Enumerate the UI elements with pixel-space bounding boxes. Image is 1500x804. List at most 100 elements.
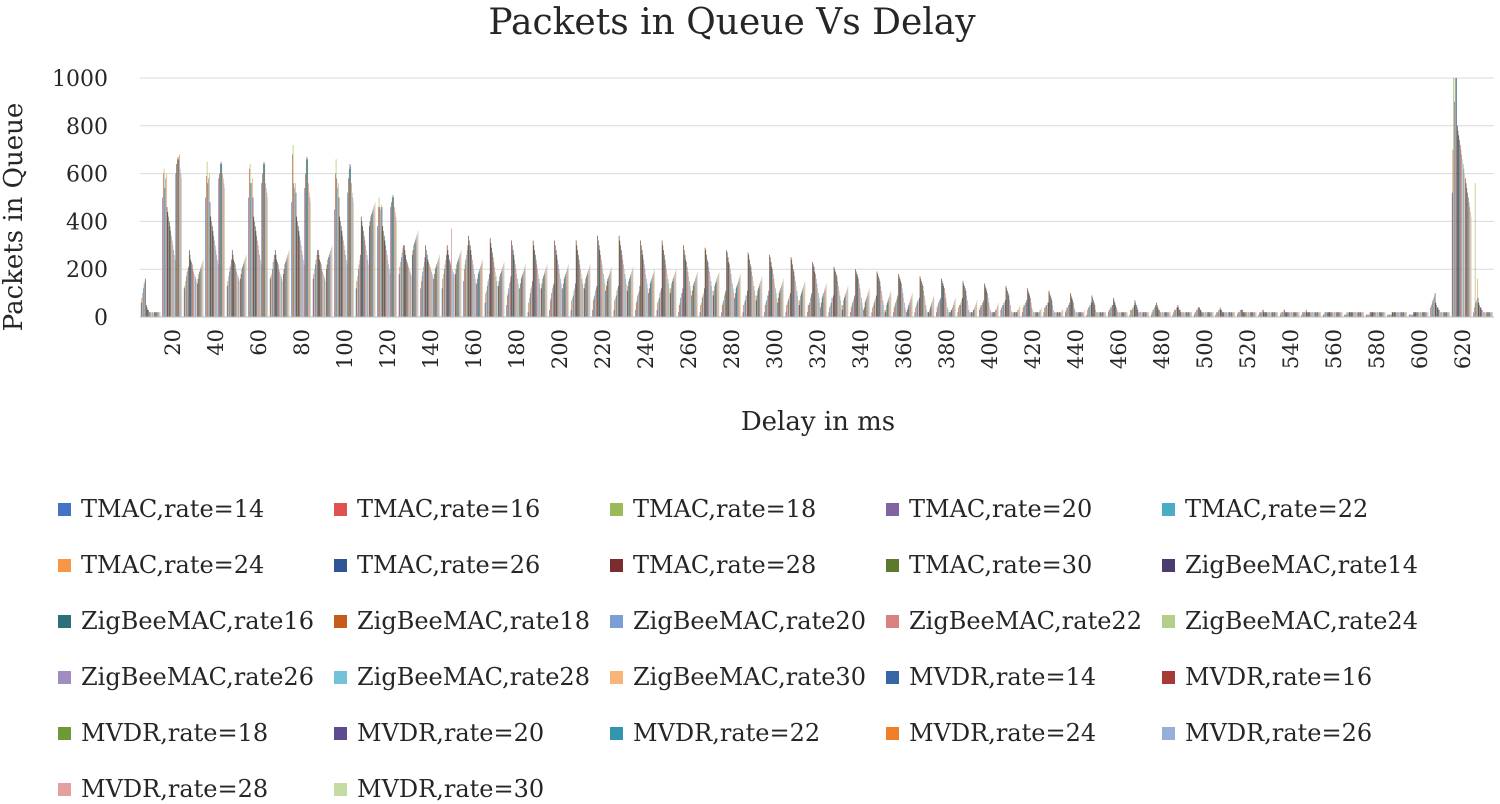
bar <box>948 312 950 317</box>
bar <box>524 266 526 317</box>
bar <box>1415 312 1417 317</box>
bar <box>351 183 352 317</box>
bar <box>769 257 771 317</box>
bar <box>1274 312 1276 317</box>
bar <box>1029 295 1030 317</box>
bar <box>753 285 755 317</box>
bar <box>801 293 802 317</box>
bar <box>1151 312 1153 317</box>
bar <box>1431 305 1432 317</box>
bar <box>1485 312 1486 317</box>
bar <box>1390 314 1391 317</box>
bar <box>898 273 899 317</box>
bar <box>764 305 766 317</box>
bar <box>1180 312 1182 317</box>
bar <box>436 264 437 317</box>
bar <box>509 283 510 317</box>
bar <box>1031 307 1033 317</box>
bar <box>1270 312 1271 317</box>
bar <box>701 302 702 317</box>
bar <box>1044 307 1046 317</box>
bar <box>1410 314 1411 317</box>
bar <box>1067 305 1069 317</box>
bar <box>1016 312 1018 317</box>
bar <box>1018 309 1019 317</box>
bar <box>589 264 591 317</box>
bar <box>941 278 942 317</box>
bar <box>1229 312 1231 317</box>
bar <box>1159 309 1160 317</box>
bar <box>868 290 870 317</box>
bar <box>188 250 190 317</box>
bar <box>1137 309 1139 317</box>
bar <box>821 302 822 317</box>
bar <box>1439 309 1440 317</box>
bar <box>510 276 512 317</box>
bar <box>211 226 213 317</box>
bar <box>1096 312 1098 317</box>
bar <box>414 242 415 317</box>
bar <box>443 269 445 317</box>
bar <box>1259 312 1261 317</box>
bar <box>746 295 747 317</box>
bar <box>270 276 272 317</box>
bar <box>960 302 962 317</box>
bar <box>1369 312 1371 317</box>
bar <box>687 271 689 317</box>
bar <box>245 254 247 317</box>
bar <box>828 312 830 317</box>
bar <box>804 281 806 317</box>
bar <box>1215 314 1217 317</box>
x-tick-label: 600 <box>1408 329 1432 369</box>
bar <box>366 254 368 317</box>
bar <box>986 290 987 317</box>
legend-item: ZigBeeMAC,rate14 <box>1162 550 1418 580</box>
bar <box>1382 312 1384 317</box>
bar <box>788 297 790 317</box>
bar <box>1295 312 1296 317</box>
bar <box>668 283 670 317</box>
series-22 <box>156 156 1490 317</box>
bar <box>1068 305 1070 317</box>
bar <box>1304 312 1305 317</box>
bar <box>1455 78 1457 317</box>
bar <box>1466 187 1468 317</box>
bar <box>523 271 524 317</box>
bar <box>265 183 266 317</box>
bar <box>319 259 321 317</box>
bar <box>1094 305 1096 317</box>
bar <box>1462 164 1464 317</box>
bar <box>796 290 798 317</box>
bar <box>411 254 413 317</box>
bar <box>643 264 645 317</box>
bar <box>560 283 562 317</box>
bar <box>694 281 695 317</box>
bar <box>1146 312 1147 317</box>
bar <box>815 278 817 317</box>
bar <box>1231 312 1233 317</box>
bar <box>448 254 449 317</box>
bar <box>272 262 274 317</box>
bar <box>468 235 469 317</box>
bar <box>621 254 623 317</box>
bar <box>1123 312 1125 317</box>
legend-swatch <box>58 670 71 684</box>
series-16 <box>151 164 1485 317</box>
x-tick-label: 580 <box>1365 329 1389 369</box>
bar <box>875 295 877 317</box>
bar <box>1164 312 1166 317</box>
bar <box>1311 312 1313 317</box>
bar <box>1198 307 1199 317</box>
legend-item: TMAC,rate=26 <box>334 550 540 580</box>
x-tick-label: 620 <box>1451 329 1475 369</box>
bar <box>304 187 306 317</box>
bar <box>853 297 855 317</box>
bar <box>1190 312 1192 317</box>
bar <box>187 269 189 317</box>
bar <box>768 290 770 317</box>
bar <box>535 259 537 317</box>
bar <box>679 302 681 317</box>
bar <box>385 245 386 317</box>
bar <box>442 278 444 317</box>
bar <box>372 209 374 317</box>
